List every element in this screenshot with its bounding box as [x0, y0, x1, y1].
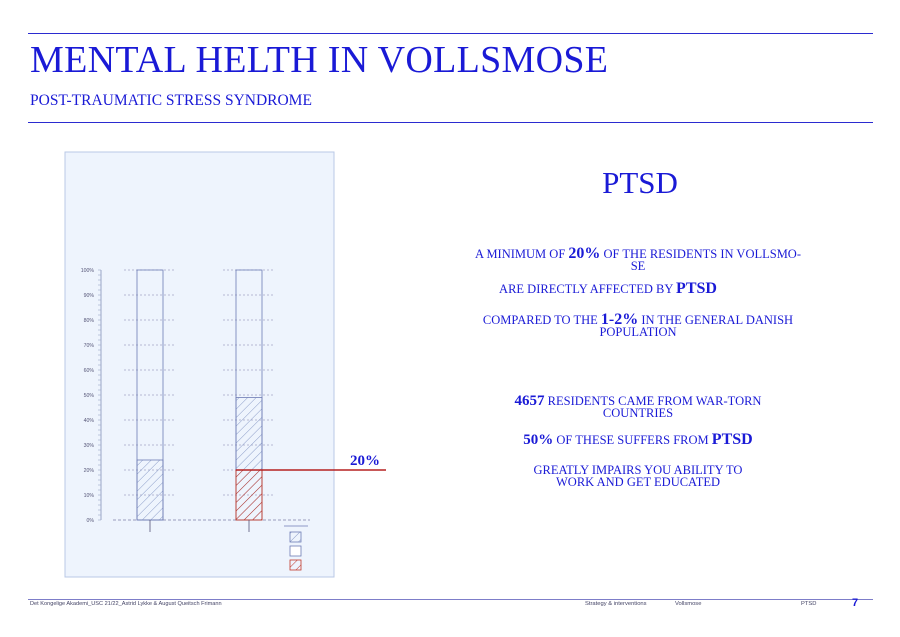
- stat-line-2: ARE DIRECTLY AFFECTED BY PTSD: [499, 280, 717, 297]
- y-tick-label: 90%: [84, 293, 95, 299]
- y-tick-label: 40%: [84, 418, 95, 424]
- y-tick-label: 10%: [84, 493, 95, 499]
- ptsd-heading: PTSD: [602, 165, 678, 200]
- stat-line-1: A MINIMUM OF 20% OF THE RESIDENTS IN VOL…: [474, 245, 801, 273]
- threshold-group: 20%: [236, 453, 386, 471]
- chart-panel: [64, 151, 335, 578]
- stat-line-3: COMPARED TO THE 1-2% IN THE GENERAL DANI…: [482, 311, 794, 339]
- footer-credit: Det Kongelige Akademi_USC 21/22_Astrid L…: [30, 601, 222, 607]
- y-tick-label: 0%: [87, 518, 95, 524]
- legend-swatch-hatched-red: [289, 559, 302, 571]
- legend: [284, 525, 308, 571]
- footer-nav-ptsd: PTSD: [801, 601, 817, 607]
- y-tick-label: 70%: [84, 343, 95, 349]
- y-tick-label: 20%: [84, 468, 95, 474]
- top-rule: [28, 33, 873, 34]
- y-tick-label: 80%: [84, 318, 95, 324]
- bar-hatched-red-segment: [235, 469, 263, 521]
- y-axis: 0% 10% 20% 30% 40% 50% 60% 70% 80% 90% 100%: [81, 268, 102, 524]
- y-tick-label: 60%: [84, 368, 95, 374]
- y-tick-label: 100%: [81, 268, 95, 274]
- footer-nav-vollsmose: Vollsmose: [675, 601, 702, 607]
- page-number: 7: [852, 597, 859, 609]
- page-subtitle: POST-TRAUMATIC STRESS SYNDROME: [30, 92, 312, 109]
- page-title: MENTAL HELTH IN VOLLSMOSE: [30, 39, 609, 81]
- y-tick-label: 30%: [84, 443, 95, 449]
- stat-line-6: GREATLY IMPAIRS YOU ABILITY TO WORK AND G…: [533, 463, 743, 489]
- stat-line-5: 50% OF THESE SUFFERS FROM PTSD: [523, 431, 753, 448]
- legend-swatch-hatched-blue: [289, 531, 302, 543]
- bar-hatched-blue-segment: [136, 459, 164, 521]
- footer-rule: [28, 599, 873, 600]
- y-tick-label: 50%: [84, 393, 95, 399]
- threshold-label: 20%: [350, 453, 380, 469]
- legend-swatch-empty: [289, 545, 302, 557]
- bars: [136, 269, 263, 532]
- header-rule: [28, 122, 873, 123]
- stat-line-4: 4657 RESIDENTS CAME FROM WAR-TORN COUNTRI…: [514, 393, 762, 420]
- footer-nav-strategy: Strategy & interventions: [585, 601, 647, 607]
